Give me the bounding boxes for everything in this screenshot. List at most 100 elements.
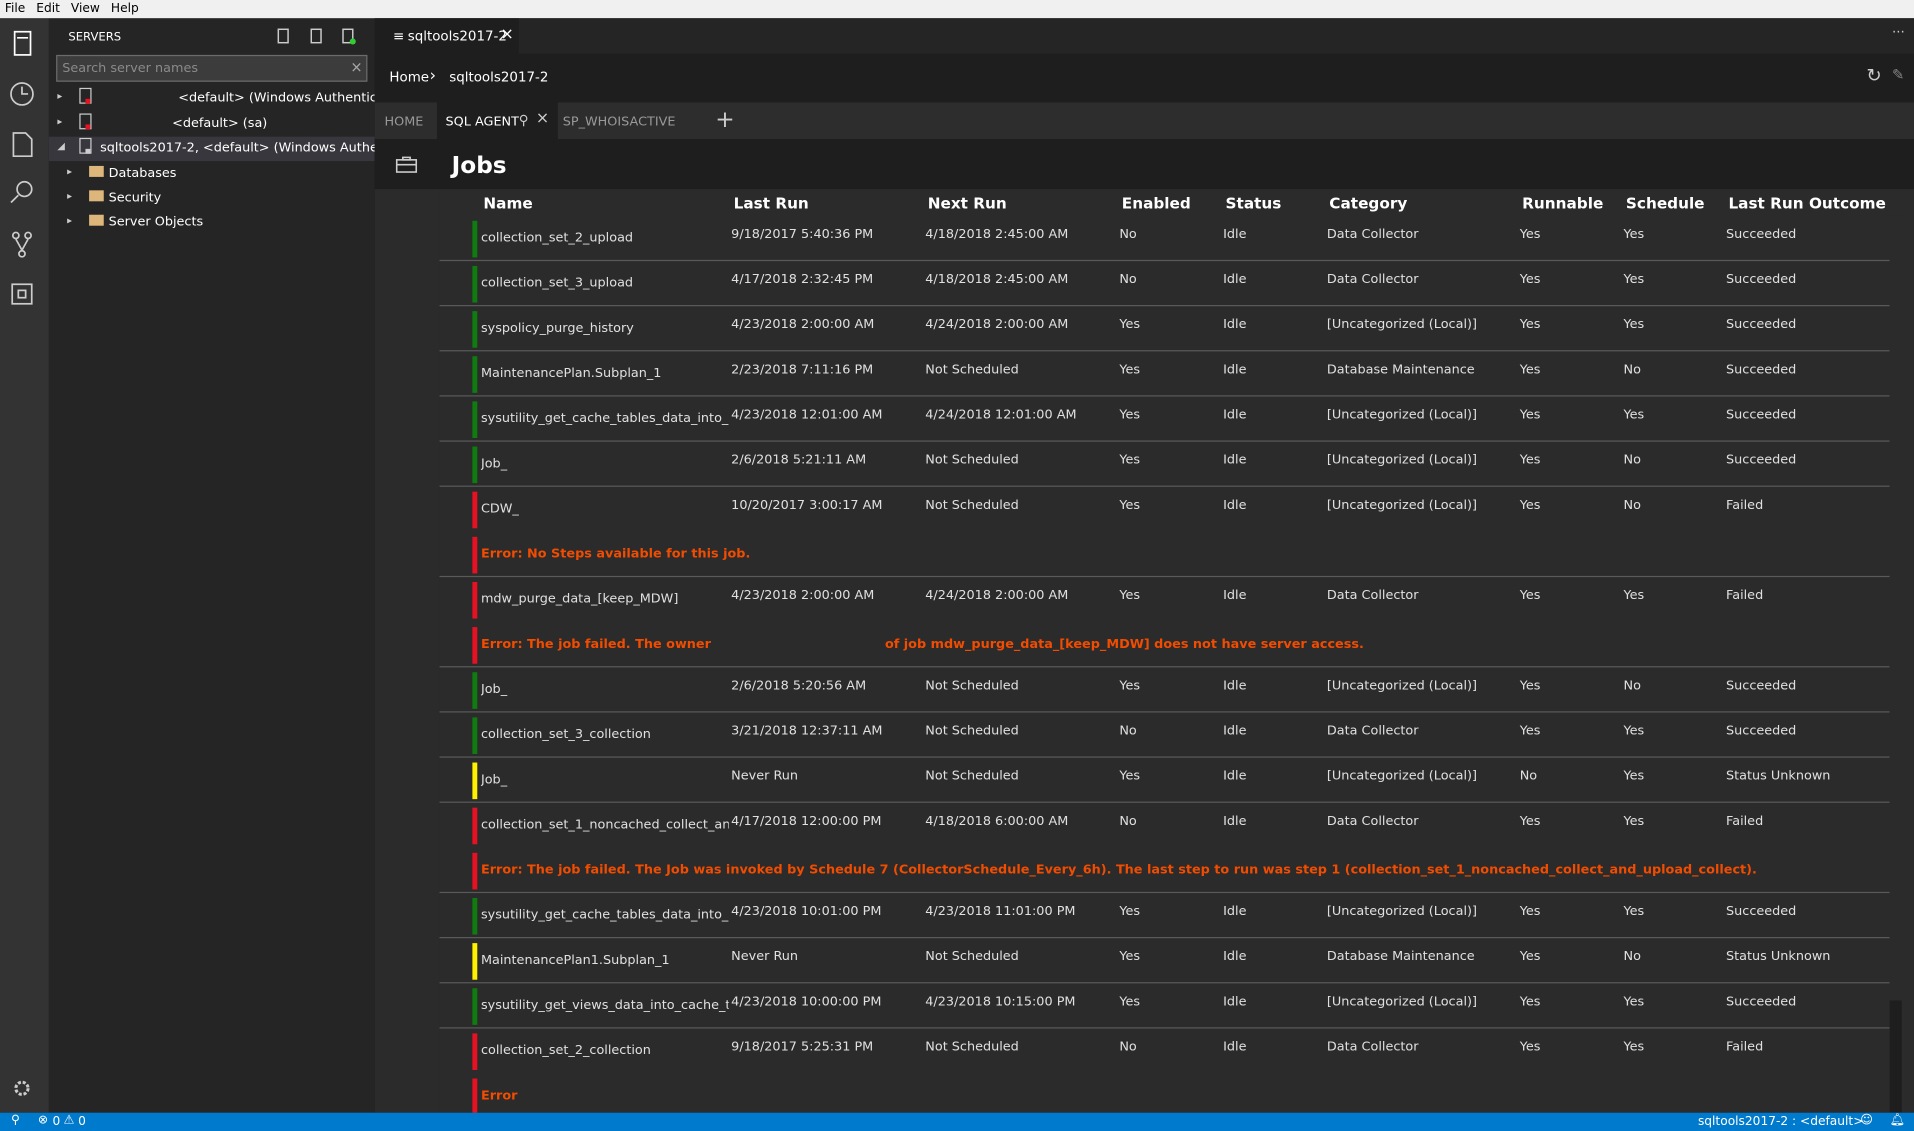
- server-status: [85, 124, 91, 130]
- job-cell: Yes: [1623, 317, 1645, 332]
- row-separator: [439, 485, 1890, 487]
- scroll-track: [1889, 215, 1902, 997]
- expand-arrow[interactable]: ◢: [57, 140, 65, 152]
- column-header[interactable]: Category: [1329, 193, 1408, 213]
- menu-item[interactable]: View: [70, 2, 100, 16]
- job-row[interactable]: sysutility_get_views_data_into_cache_tab…: [439, 983, 1890, 1029]
- column-header[interactable]: Status: [1225, 193, 1282, 213]
- expand-arrow[interactable]: ▸: [67, 165, 73, 177]
- connection-status[interactable]: sqltools2017-2 : <default>: [1697, 1115, 1864, 1129]
- remote-icon[interactable]: ⚲: [10, 1113, 20, 1128]
- status-indicator: [472, 311, 478, 348]
- job-cell: No: [1519, 768, 1538, 784]
- breadcrumb-item[interactable]: Home: [389, 69, 430, 86]
- dashboard-tab-close[interactable]: ×: [535, 109, 550, 129]
- scroll-thumb[interactable]: [1889, 1000, 1902, 1113]
- column-header[interactable]: Enabled: [1121, 193, 1191, 213]
- job-cell: Yes: [1119, 317, 1141, 332]
- job-cell: Yes: [1623, 813, 1645, 829]
- server-name[interactable]: <default> (sa): [172, 115, 268, 131]
- column-header[interactable]: Name: [483, 193, 533, 213]
- job-row[interactable]: collection_set_1_noncached_collect_and_u…: [439, 803, 1890, 894]
- breadcrumb-item[interactable]: sqltools2017-2: [449, 69, 549, 86]
- job-row[interactable]: sysutility_get_cache_tables_data_into_ag…: [439, 893, 1890, 939]
- more-actions[interactable]: ···: [1892, 24, 1905, 41]
- search-clear[interactable]: ×: [350, 58, 363, 76]
- settings-icon[interactable]: [14, 1080, 30, 1096]
- expand-arrow[interactable]: ▸: [67, 214, 73, 226]
- job-cell: No: [1623, 497, 1641, 513]
- job-row[interactable]: collection_set_2_upload 9/18/2017 5:40:36…: [439, 216, 1890, 262]
- history-icon[interactable]: [10, 82, 34, 106]
- column-header[interactable]: Last Run Outcome: [1728, 193, 1886, 213]
- job-row[interactable]: Job_ 2/6/2018 5:20:56 AM Not Scheduled Yes I…: [439, 667, 1890, 713]
- row-separator: [439, 395, 1890, 397]
- search-box[interactable]: Search server names ×: [56, 54, 368, 82]
- sidebar: SERVERS Search server names × ▸ <default>…: [48, 18, 407, 1113]
- warning-count[interactable]: 0: [78, 1115, 86, 1129]
- job-row[interactable]: MaintenancePlan1.Subplan_1 Never Run Not S…: [439, 938, 1890, 984]
- folder-name[interactable]: Security: [108, 190, 162, 205]
- refresh-button[interactable]: ↻: [1866, 64, 1882, 87]
- scm-icon[interactable]: [11, 231, 20, 240]
- job-name: Job_: [480, 682, 508, 697]
- add-tab-button[interactable]: +: [715, 106, 735, 133]
- job-row[interactable]: CDW_ 10/20/2017 3:00:17 AM Not Scheduled Ye…: [439, 487, 1890, 578]
- job-cell: Data Collector: [1326, 226, 1419, 242]
- menu-item[interactable]: Edit: [36, 2, 60, 16]
- new-group-button[interactable]: [310, 28, 322, 44]
- dashboard-tab[interactable]: SP_WHOISACTIVE: [562, 114, 676, 130]
- job-cell: Succeeded: [1726, 362, 1797, 377]
- job-row[interactable]: Job_ 2/6/2018 5:21:11 AM Not Scheduled Yes I…: [439, 442, 1890, 487]
- pin-icon[interactable]: ⚲: [518, 112, 529, 129]
- job-cell: Yes: [1119, 588, 1141, 603]
- job-cell: Idle: [1223, 226, 1247, 242]
- notifications-icon[interactable]: 🔔︎: [1889, 1113, 1906, 1128]
- active-connections-button[interactable]: [342, 28, 354, 44]
- job-cell: Yes: [1519, 588, 1541, 603]
- new-connection-button[interactable]: [277, 28, 289, 44]
- edit-button[interactable]: ✎: [1892, 65, 1905, 83]
- feedback-icon[interactable]: ☺: [1860, 1113, 1874, 1128]
- column-header[interactable]: Last Run: [733, 193, 809, 213]
- expand-arrow[interactable]: ▸: [57, 90, 63, 102]
- job-row[interactable]: Job_ Never Run Not Scheduled Yes Idle [Uncate…: [439, 758, 1890, 803]
- servers-icon[interactable]: [13, 30, 32, 56]
- expand-arrow[interactable]: ▸: [57, 115, 63, 127]
- job-row[interactable]: mdw_purge_data_[keep_MDW] 4/23/2018 2:00:…: [439, 577, 1890, 668]
- server-name[interactable]: sqltools2017-2, <default> (Windows Authe…: [100, 140, 407, 155]
- job-row[interactable]: collection_set_2_collection 9/18/2017 5:2…: [439, 1029, 1889, 1113]
- expand-arrow[interactable]: ▸: [67, 190, 73, 202]
- folder-name[interactable]: Databases: [108, 165, 177, 181]
- column-header[interactable]: Schedule: [1625, 193, 1705, 213]
- activity-icons: [10, 30, 34, 1096]
- active-dashboard-tab[interactable]: SQL AGENT ⚲ ×: [436, 102, 558, 140]
- tab-close[interactable]: ×: [500, 25, 514, 44]
- extensions-icon[interactable]: [11, 283, 33, 305]
- job-name: syspolicy_purge_history: [480, 320, 634, 336]
- column-header[interactable]: Next Run: [927, 193, 1007, 213]
- job-row[interactable]: sysutility_get_cache_tables_data_into_ag…: [439, 397, 1890, 442]
- dashboard-tab[interactable]: HOME: [384, 114, 424, 130]
- status-indicator: [472, 401, 478, 439]
- error-count[interactable]: 0: [52, 1115, 61, 1129]
- row-separator: [439, 891, 1890, 894]
- column-header[interactable]: Runnable: [1522, 193, 1604, 213]
- dashboard-tabs: HOME SQL AGENT ⚲ × SP_WHOISACTIVE +: [374, 102, 1914, 140]
- editor-tab[interactable]: ≡ sqltools2017-2 ×: [374, 18, 519, 54]
- job-name: Job_: [480, 456, 508, 471]
- folder-name[interactable]: Server Objects: [108, 214, 204, 230]
- job-row[interactable]: syspolicy_purge_history 4/23/2018 2:00:00…: [439, 306, 1890, 352]
- job-name: collection_set_2_upload: [480, 230, 634, 246]
- server-name[interactable]: <default> (Windows Authentica...: [178, 90, 397, 105]
- extensions-icon-inner: [17, 289, 27, 299]
- menu-item[interactable]: Help: [110, 2, 139, 16]
- job-row[interactable]: collection_set_3_collection 3/21/2018 12:…: [439, 713, 1890, 758]
- explorer-icon[interactable]: [12, 132, 33, 158]
- job-row[interactable]: MaintenancePlan.Subplan_1 2/23/2018 7:11:…: [439, 351, 1890, 397]
- search-icon[interactable]: [16, 180, 33, 198]
- job-row[interactable]: collection_set_3_upload 4/17/2018 2:32:45…: [439, 261, 1890, 307]
- menu-item[interactable]: File: [4, 2, 26, 16]
- job-cell: [Uncategorized (Local)]: [1326, 407, 1478, 423]
- job-name: CDW_: [480, 501, 519, 517]
